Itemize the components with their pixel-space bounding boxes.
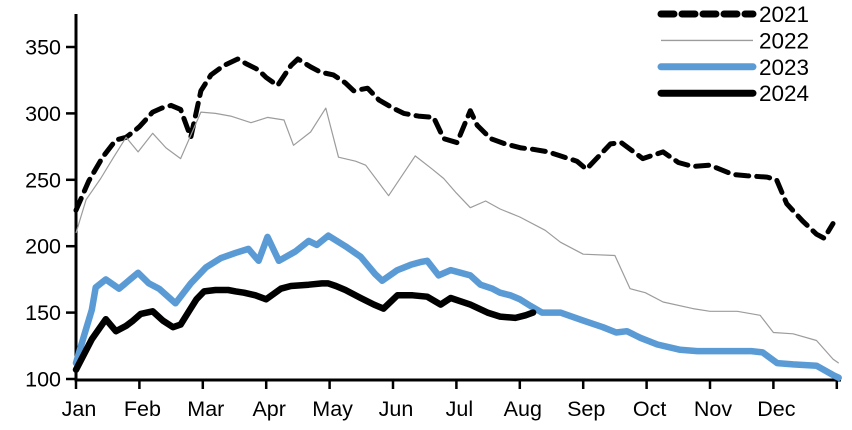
y-tick-label: 250 [25, 168, 61, 192]
legend-label-2021: 2021 [759, 2, 809, 27]
legend-label-2024: 2024 [759, 81, 809, 106]
y-tick-label: 350 [25, 36, 61, 60]
x-tick-label: Nov [694, 397, 732, 421]
y-tick-label: 300 [25, 102, 61, 126]
series-lines [72, 56, 842, 381]
x-tick-label: Sep [567, 397, 605, 421]
x-tick-label: Aug [504, 397, 542, 421]
x-tick-label: Jun [379, 397, 414, 421]
y-tick-label: 200 [25, 235, 61, 259]
x-tick-label: Dec [757, 397, 795, 421]
y-tick-label: 100 [25, 368, 61, 392]
y-tick-label: 150 [25, 301, 61, 325]
x-tick-label: Mar [187, 397, 224, 421]
legend-label-2023: 2023 [759, 55, 809, 80]
series-line-2024 [72, 280, 537, 373]
x-tick-label: Oct [633, 397, 666, 421]
series-line-2021 [73, 56, 836, 241]
axes: 100 150 200 250 300 350 Jan Feb Mar Apr May Jun Jul A… [25, 14, 841, 421]
series-line-2023 [72, 232, 842, 381]
legend-label-2022: 2022 [759, 28, 809, 53]
x-tick-label: Jul [446, 397, 473, 421]
x-tick-label: May [312, 397, 353, 421]
x-tick-label: Feb [124, 397, 161, 421]
series-line-2022 [75, 107, 840, 364]
x-tick-label: Apr [252, 397, 285, 421]
x-tick-label: Jan [62, 397, 97, 421]
